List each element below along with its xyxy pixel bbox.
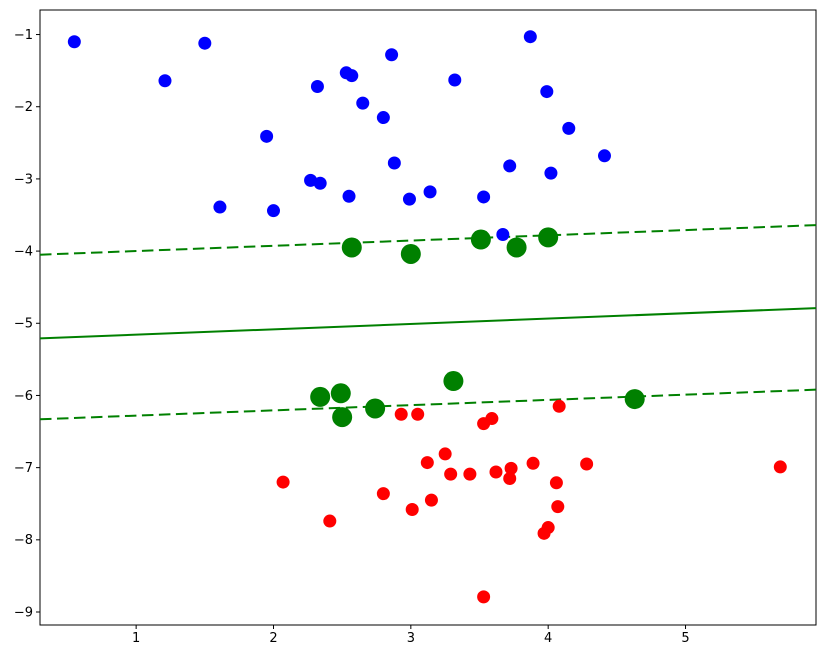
support-vectors-green-point [624, 389, 645, 410]
y-tick-label: −9 [14, 605, 33, 620]
support-vectors-green-point [506, 237, 527, 258]
y-tick-label: −3 [14, 172, 33, 187]
y-tick-label: −4 [14, 245, 33, 260]
x-tick-label: 4 [544, 631, 552, 646]
support-vectors-green-point [443, 371, 464, 392]
class-b-red-point [477, 590, 491, 604]
svm-boundary-lines [39, 224, 817, 421]
y-tick-label: −2 [14, 100, 33, 115]
class-a-blue-point [342, 189, 356, 203]
class-b-red-point [438, 447, 452, 461]
x-tick-label: 1 [132, 631, 140, 646]
y-axis: −1 −2 −3 −4 −5 −6 −7 −8 −9 [14, 28, 40, 620]
support-vectors-green-point [365, 398, 386, 419]
class-a-blue-point [198, 36, 212, 50]
x-axis: 1 2 3 4 5 [132, 625, 690, 646]
class-a-blue-point [213, 200, 227, 214]
class-b-red-point [420, 456, 434, 470]
class-a-blue-point [540, 85, 554, 99]
class-b-red-point [580, 457, 594, 471]
support-vectors-green-point [341, 237, 362, 258]
class-b-red-point [773, 460, 787, 474]
y-tick-label: −1 [14, 28, 33, 43]
support-vectors-green-point [332, 407, 353, 428]
class-a-blue-point [387, 156, 401, 170]
class-b-red-point [424, 493, 438, 507]
class-a-blue-point [523, 30, 537, 44]
class-a-blue-point [376, 111, 390, 125]
class-a-blue-point [310, 80, 324, 94]
decision-boundary-line [39, 307, 817, 340]
class-b-red-point [489, 465, 503, 479]
class-a-blue-point [266, 204, 280, 218]
class-b-red-point [541, 521, 555, 535]
y-tick-label: −7 [14, 461, 33, 476]
support-vectors-green-point [400, 243, 421, 264]
support-vectors-green-point [330, 383, 351, 404]
margin-lower-line [39, 388, 817, 421]
support-vectors-green-point [538, 227, 559, 248]
class-b-red-point [405, 503, 419, 517]
class-b-red-point [394, 407, 408, 421]
y-tick-label: −6 [14, 389, 33, 404]
class-b-red-point [549, 476, 563, 490]
class-a-blue-point [313, 176, 327, 190]
class-a-blue-point [385, 48, 399, 62]
class-b-red-point [323, 514, 337, 528]
axes-frame [39, 9, 817, 626]
x-tick-label: 5 [681, 631, 689, 646]
class-a-blue-point [496, 227, 510, 241]
class-b-red-point [552, 399, 566, 413]
class-a-blue-point [423, 185, 437, 199]
class-a-blue-point [448, 73, 462, 87]
class-b-red-point [463, 467, 477, 481]
x-tick-label: 2 [269, 631, 277, 646]
class-a-blue-point [503, 159, 517, 173]
class-a-blue-point [402, 192, 416, 206]
axes-spines [39, 9, 817, 626]
y-tick-label: −8 [14, 533, 33, 548]
support-vectors-green-point [310, 386, 331, 407]
class-a-blue-point [67, 35, 81, 49]
class-a-blue-point [356, 96, 370, 110]
y-tick-label: −5 [14, 317, 33, 332]
class-b-red-point [503, 471, 517, 485]
class-b-red-point [444, 467, 458, 481]
class-a-blue-point [260, 129, 274, 143]
support-vectors-green-point [470, 229, 491, 250]
class-a-blue-point [544, 166, 558, 180]
class-b-red-point [411, 407, 425, 421]
class-a-blue-point [158, 74, 172, 88]
class-b-red-point [276, 475, 290, 489]
class-a-blue-point [562, 121, 576, 135]
class-a-blue-point [477, 190, 491, 204]
class-b-red-point [485, 412, 499, 426]
data-points [67, 30, 787, 604]
class-b-red-point [551, 500, 565, 514]
class-b-red-point [526, 456, 540, 470]
margin-upper-line [39, 224, 817, 256]
class-b-red-point [376, 487, 390, 501]
x-tick-label: 3 [407, 631, 415, 646]
class-b-red-point [504, 461, 518, 475]
class-a-blue-point [345, 69, 359, 83]
class-a-blue-point [597, 149, 611, 163]
